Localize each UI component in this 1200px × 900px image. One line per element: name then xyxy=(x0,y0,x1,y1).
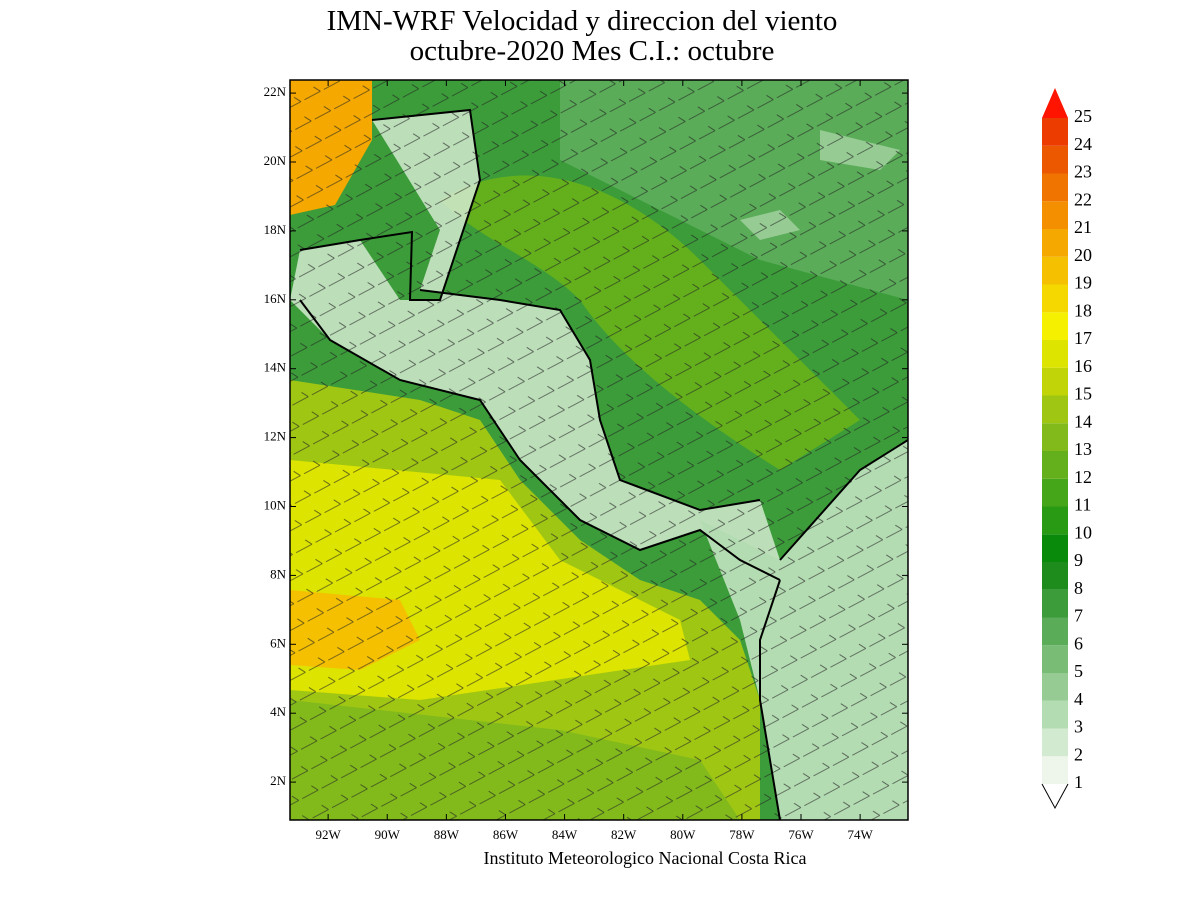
colorbar-swatch xyxy=(1042,256,1068,285)
lon-tick-label: 78W xyxy=(729,827,755,842)
lat-tick-label: 10N xyxy=(264,497,287,512)
lon-tick-label: 92W xyxy=(315,827,341,842)
colorbar-label: 15 xyxy=(1074,384,1092,404)
colorbar-swatch xyxy=(1042,284,1068,313)
colorbar-label: 13 xyxy=(1074,439,1092,459)
colorbar-swatch xyxy=(1042,645,1068,673)
colorbar-label: 18 xyxy=(1074,300,1092,320)
colorbar-label: 23 xyxy=(1074,162,1092,182)
colorbar-swatch xyxy=(1042,451,1068,479)
colorbar-swatch xyxy=(1042,534,1068,562)
map-field xyxy=(290,80,908,820)
lat-tick-label: 20N xyxy=(264,153,287,168)
lon-tick-label: 84W xyxy=(552,827,578,842)
colorbar-label: 14 xyxy=(1074,411,1092,431)
colorbar-label: 11 xyxy=(1074,495,1091,515)
colorbar-label: 25 xyxy=(1074,106,1092,126)
colorbar-swatch xyxy=(1042,118,1068,146)
title-line: octubre-2020 Mes C.I.: octubre xyxy=(410,35,775,67)
colorbar-swatch xyxy=(1042,312,1068,340)
colorbar-label: 3 xyxy=(1074,717,1083,737)
coastline xyxy=(299,108,908,820)
colorbar-label: 22 xyxy=(1074,189,1092,209)
colorbar-label: 5 xyxy=(1074,661,1083,681)
colorbar-label: 8 xyxy=(1074,578,1083,598)
lon-tick-label: 90W xyxy=(375,827,401,842)
lon-tick-label: 82W xyxy=(611,827,637,842)
lat-tick-label: 12N xyxy=(264,429,287,444)
lon-tick-label: 76W xyxy=(788,827,814,842)
colorbar-swatch xyxy=(1042,728,1068,757)
lon-tick-label: 88W xyxy=(434,827,460,842)
wind-barbs xyxy=(290,80,908,820)
colorbar-label: 16 xyxy=(1074,356,1092,376)
colorbar-label: 17 xyxy=(1074,328,1092,348)
colorbar-under xyxy=(1041,783,1069,810)
map-frame xyxy=(289,79,909,821)
footer: Instituto Meteorologico Nacional Costa R… xyxy=(484,848,807,868)
lat-tick-label: 22N xyxy=(264,84,287,99)
lat-tick-label: 18N xyxy=(264,222,287,237)
colorbar-swatch xyxy=(1042,478,1068,507)
colorbar-label: 1 xyxy=(1074,772,1083,792)
lat-tick-label: 16N xyxy=(264,291,287,306)
colorbar-swatch xyxy=(1042,589,1068,618)
lat-tick-label: 6N xyxy=(270,635,287,650)
lat-tick-label: 2N xyxy=(270,773,287,788)
colorbar-label: 12 xyxy=(1074,467,1092,487)
lat-tick-label: 4N xyxy=(270,704,287,719)
colorbar-swatch xyxy=(1042,367,1068,396)
colorbar-swatch xyxy=(1042,700,1068,729)
colorbar-label: 20 xyxy=(1074,245,1092,265)
lat-tick-label: 14N xyxy=(264,360,287,375)
lon-tick-label: 74W xyxy=(847,827,873,842)
lon-tick-label: 80W xyxy=(670,827,696,842)
colorbar-swatch xyxy=(1042,340,1068,368)
colorbar-label: 19 xyxy=(1074,273,1092,293)
colorbar-swatch xyxy=(1042,506,1068,535)
colorbar-label: 24 xyxy=(1074,134,1092,154)
colorbar-label: 10 xyxy=(1074,522,1092,542)
colorbar-swatch xyxy=(1042,756,1068,784)
title-line: IMN-WRF Velocidad y direccion del viento xyxy=(327,5,838,37)
colorbar-swatch xyxy=(1042,229,1068,257)
colorbar-swatch xyxy=(1042,201,1068,229)
colorbar-label: 7 xyxy=(1074,606,1083,626)
colorbar-swatch xyxy=(1042,145,1068,174)
lon-tick-label: 86W xyxy=(493,827,519,842)
colorbar-label: 21 xyxy=(1074,217,1092,237)
colorbar-swatch xyxy=(1042,395,1068,424)
colorbar-label: 9 xyxy=(1074,550,1083,570)
colorbar-swatch xyxy=(1042,173,1068,202)
colorbar-swatch xyxy=(1042,423,1068,451)
colorbar-swatch xyxy=(1042,562,1068,590)
colorbar-swatch xyxy=(1042,673,1068,701)
lat-tick-label: 8N xyxy=(270,566,287,581)
colorbar-label: 6 xyxy=(1074,633,1083,653)
colorbar-over xyxy=(1042,88,1068,118)
colorbar-label: 2 xyxy=(1074,744,1083,764)
colorbar-swatch xyxy=(1042,617,1068,646)
colorbar-label: 4 xyxy=(1074,689,1083,709)
